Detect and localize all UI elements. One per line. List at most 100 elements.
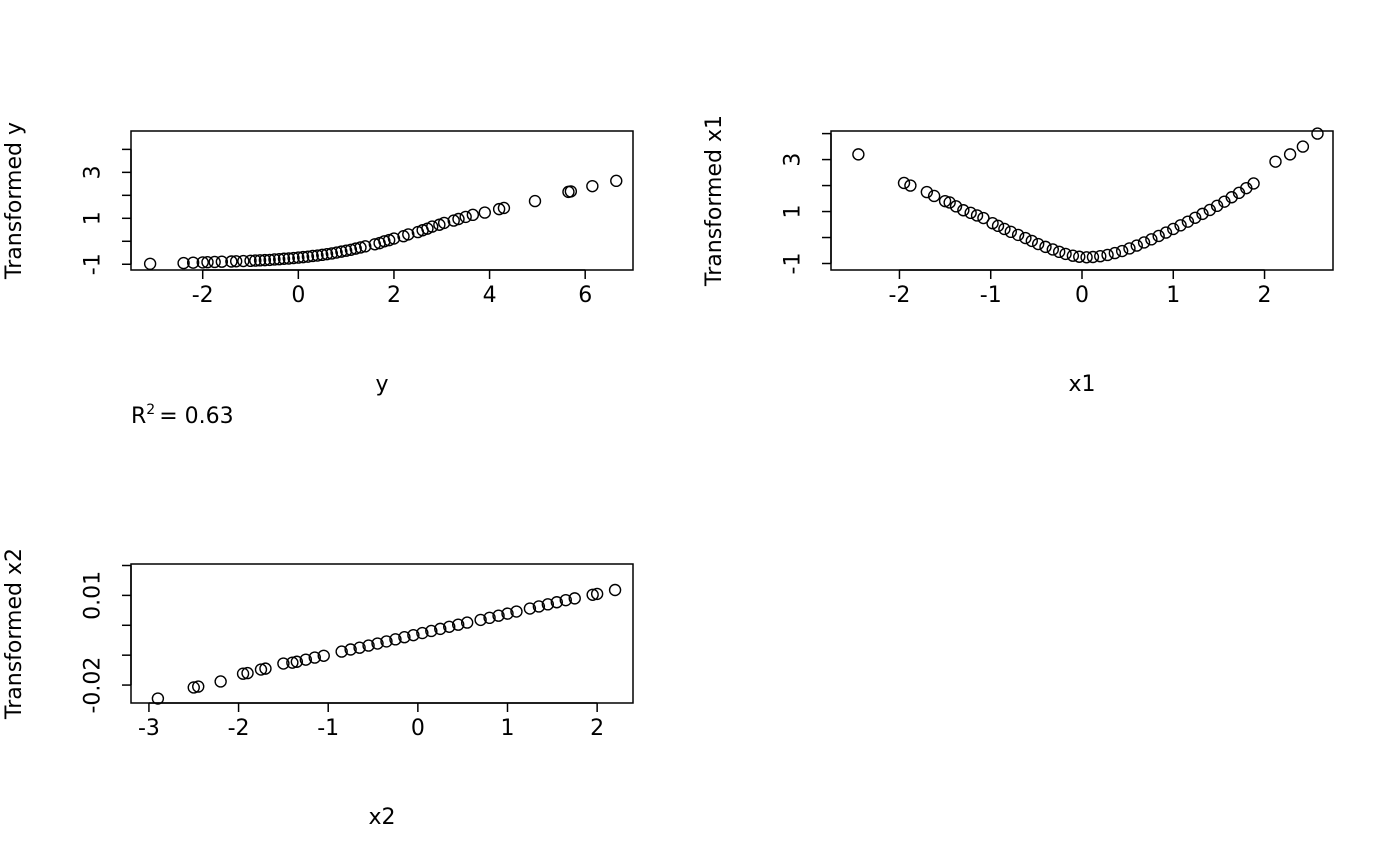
data-point bbox=[402, 228, 415, 241]
data-point bbox=[1080, 251, 1093, 264]
data-point bbox=[308, 651, 321, 664]
data-point bbox=[236, 667, 250, 680]
data-point bbox=[459, 210, 472, 224]
data-point bbox=[387, 232, 401, 245]
data-point bbox=[425, 624, 438, 638]
x-tick-label: -1 bbox=[980, 283, 1002, 308]
data-point bbox=[943, 196, 956, 209]
data-point bbox=[1108, 246, 1122, 260]
x-tick-label: 6 bbox=[578, 283, 592, 308]
data-point bbox=[237, 254, 250, 268]
x-tick-label: -2 bbox=[888, 283, 910, 308]
y-tick-label: -0.02 bbox=[81, 657, 106, 714]
plot-frame bbox=[130, 130, 634, 271]
data-point bbox=[897, 176, 911, 190]
data-point bbox=[523, 602, 537, 615]
data-point bbox=[437, 216, 451, 230]
data-point bbox=[325, 247, 338, 260]
data-point bbox=[371, 637, 384, 650]
data-point bbox=[559, 593, 572, 607]
data-point bbox=[938, 194, 952, 208]
y-axis-label: Transformed x1 bbox=[702, 115, 727, 287]
x-tick-label: 2 bbox=[387, 283, 401, 308]
data-point bbox=[389, 633, 402, 646]
data-point bbox=[452, 212, 465, 226]
data-point bbox=[277, 252, 291, 265]
data-point bbox=[1130, 239, 1143, 252]
data-point bbox=[1123, 242, 1136, 255]
x-tick-label: 2 bbox=[590, 716, 604, 741]
data-point bbox=[1059, 247, 1072, 261]
data-point bbox=[532, 600, 546, 613]
data-point bbox=[492, 609, 505, 622]
data-point bbox=[949, 200, 963, 213]
data-point bbox=[192, 680, 205, 693]
data-point bbox=[259, 662, 272, 675]
data-point bbox=[330, 246, 343, 259]
data-point bbox=[151, 692, 165, 705]
data-point bbox=[225, 255, 238, 268]
data-point bbox=[1296, 140, 1310, 153]
data-point bbox=[541, 598, 555, 611]
x-tick-label: -2 bbox=[228, 716, 250, 741]
data-point bbox=[957, 204, 970, 217]
r2-annotation: R2 = 0.63 bbox=[131, 402, 234, 429]
data-point bbox=[478, 206, 491, 219]
data-point bbox=[353, 641, 366, 654]
data-point bbox=[407, 628, 420, 642]
data-point bbox=[1225, 191, 1238, 204]
y-tick-label: 0.01 bbox=[81, 571, 106, 620]
data-point bbox=[277, 657, 290, 670]
plot-frame bbox=[130, 563, 634, 704]
data-point bbox=[1004, 225, 1018, 239]
data-point bbox=[311, 249, 324, 262]
data-point bbox=[1086, 250, 1100, 264]
data-point bbox=[1159, 226, 1173, 239]
x-tick-label: 0 bbox=[1075, 283, 1089, 308]
data-point bbox=[344, 243, 358, 256]
data-point bbox=[1174, 219, 1187, 232]
data-point bbox=[610, 174, 623, 188]
data-point bbox=[398, 631, 411, 644]
data-point bbox=[1137, 236, 1151, 249]
data-point bbox=[426, 220, 439, 233]
data-point bbox=[1188, 211, 1202, 224]
x-axis-label: x1 bbox=[1068, 372, 1095, 397]
x-tick-label: 1 bbox=[501, 716, 515, 741]
data-point bbox=[1247, 177, 1260, 190]
plot-frame bbox=[830, 130, 1334, 271]
data-point bbox=[286, 656, 299, 669]
x-tick-label: -2 bbox=[192, 283, 214, 308]
data-point bbox=[1066, 249, 1080, 262]
data-point bbox=[349, 242, 362, 255]
data-point bbox=[497, 201, 511, 215]
data-point bbox=[301, 250, 315, 263]
y-axis-label: Transformed y bbox=[2, 122, 27, 280]
data-point bbox=[354, 241, 367, 254]
data-point bbox=[964, 206, 977, 220]
data-point bbox=[380, 635, 393, 648]
data-point bbox=[254, 663, 268, 676]
data-point bbox=[362, 639, 375, 652]
data-point bbox=[292, 251, 305, 264]
data-point bbox=[1210, 199, 1224, 213]
data-point bbox=[1019, 231, 1032, 245]
data-point bbox=[466, 208, 480, 222]
data-point bbox=[460, 616, 474, 629]
data-point bbox=[196, 256, 209, 269]
data-point bbox=[317, 649, 330, 662]
data-point bbox=[970, 209, 984, 222]
data-point bbox=[1152, 229, 1165, 243]
data-point bbox=[904, 179, 917, 192]
data-point bbox=[335, 245, 348, 258]
data-point bbox=[1311, 127, 1324, 140]
data-point bbox=[268, 253, 281, 266]
data-point bbox=[187, 681, 200, 694]
data-point bbox=[474, 613, 487, 627]
y-tick-label: -1 bbox=[781, 253, 806, 275]
y-tick-label: 3 bbox=[781, 153, 806, 167]
x-axis-label: x2 bbox=[368, 805, 395, 830]
y-tick-label: 3 bbox=[81, 165, 106, 179]
data-point bbox=[1052, 245, 1066, 259]
